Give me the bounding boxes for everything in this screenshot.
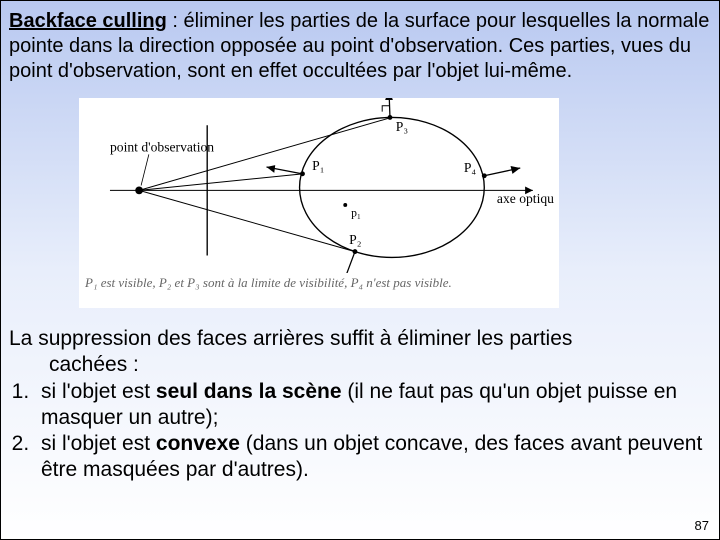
normal-p4-arrow bbox=[511, 166, 521, 174]
label-p-inner: p₁ bbox=[351, 207, 361, 220]
intro-paragraph: Backface culling : éliminer les parties … bbox=[9, 9, 711, 84]
condition-1: si l'objet est seul dans la scène (il ne… bbox=[35, 379, 711, 432]
after-lead2: cachées : bbox=[9, 352, 711, 378]
diagram-container: point d'observation axe optique P₁ bbox=[79, 98, 559, 308]
normal-p3 bbox=[389, 98, 390, 117]
after-lead: La suppression des faces arrières suffit… bbox=[9, 327, 572, 350]
after-text: La suppression des faces arrières suffit… bbox=[9, 326, 711, 379]
normal-p1-arrow bbox=[267, 165, 276, 173]
right-angle-p3 bbox=[382, 106, 390, 112]
page-number: 87 bbox=[695, 518, 709, 533]
sight-ray-p1 bbox=[139, 174, 302, 191]
backface-diagram: point d'observation axe optique P₁ bbox=[84, 98, 554, 273]
term-backface-culling: Backface culling bbox=[9, 10, 167, 32]
normal-p3-arrow bbox=[385, 98, 393, 100]
label-p3: P₃ bbox=[396, 119, 409, 134]
leader-line-observation bbox=[141, 154, 149, 185]
label-observation: point d'observation bbox=[110, 139, 214, 154]
diagram-caption: P₁ est visible, P₂ et P₃ sont à la limit… bbox=[79, 273, 559, 295]
label-optical-axis: axe optique bbox=[497, 191, 554, 206]
sight-ray-bottom bbox=[139, 190, 355, 251]
normal-p2 bbox=[343, 252, 355, 273]
point-p-inner bbox=[343, 203, 347, 207]
condition-2: si l'objet est convexe (dans un objet co… bbox=[35, 431, 711, 484]
label-p1: P₁ bbox=[312, 158, 324, 173]
label-p2: P₂ bbox=[349, 232, 361, 247]
conditions-list: si l'objet est seul dans la scène (il ne… bbox=[35, 379, 711, 484]
object-ellipse bbox=[300, 117, 485, 257]
label-p4: P₄ bbox=[464, 160, 477, 175]
